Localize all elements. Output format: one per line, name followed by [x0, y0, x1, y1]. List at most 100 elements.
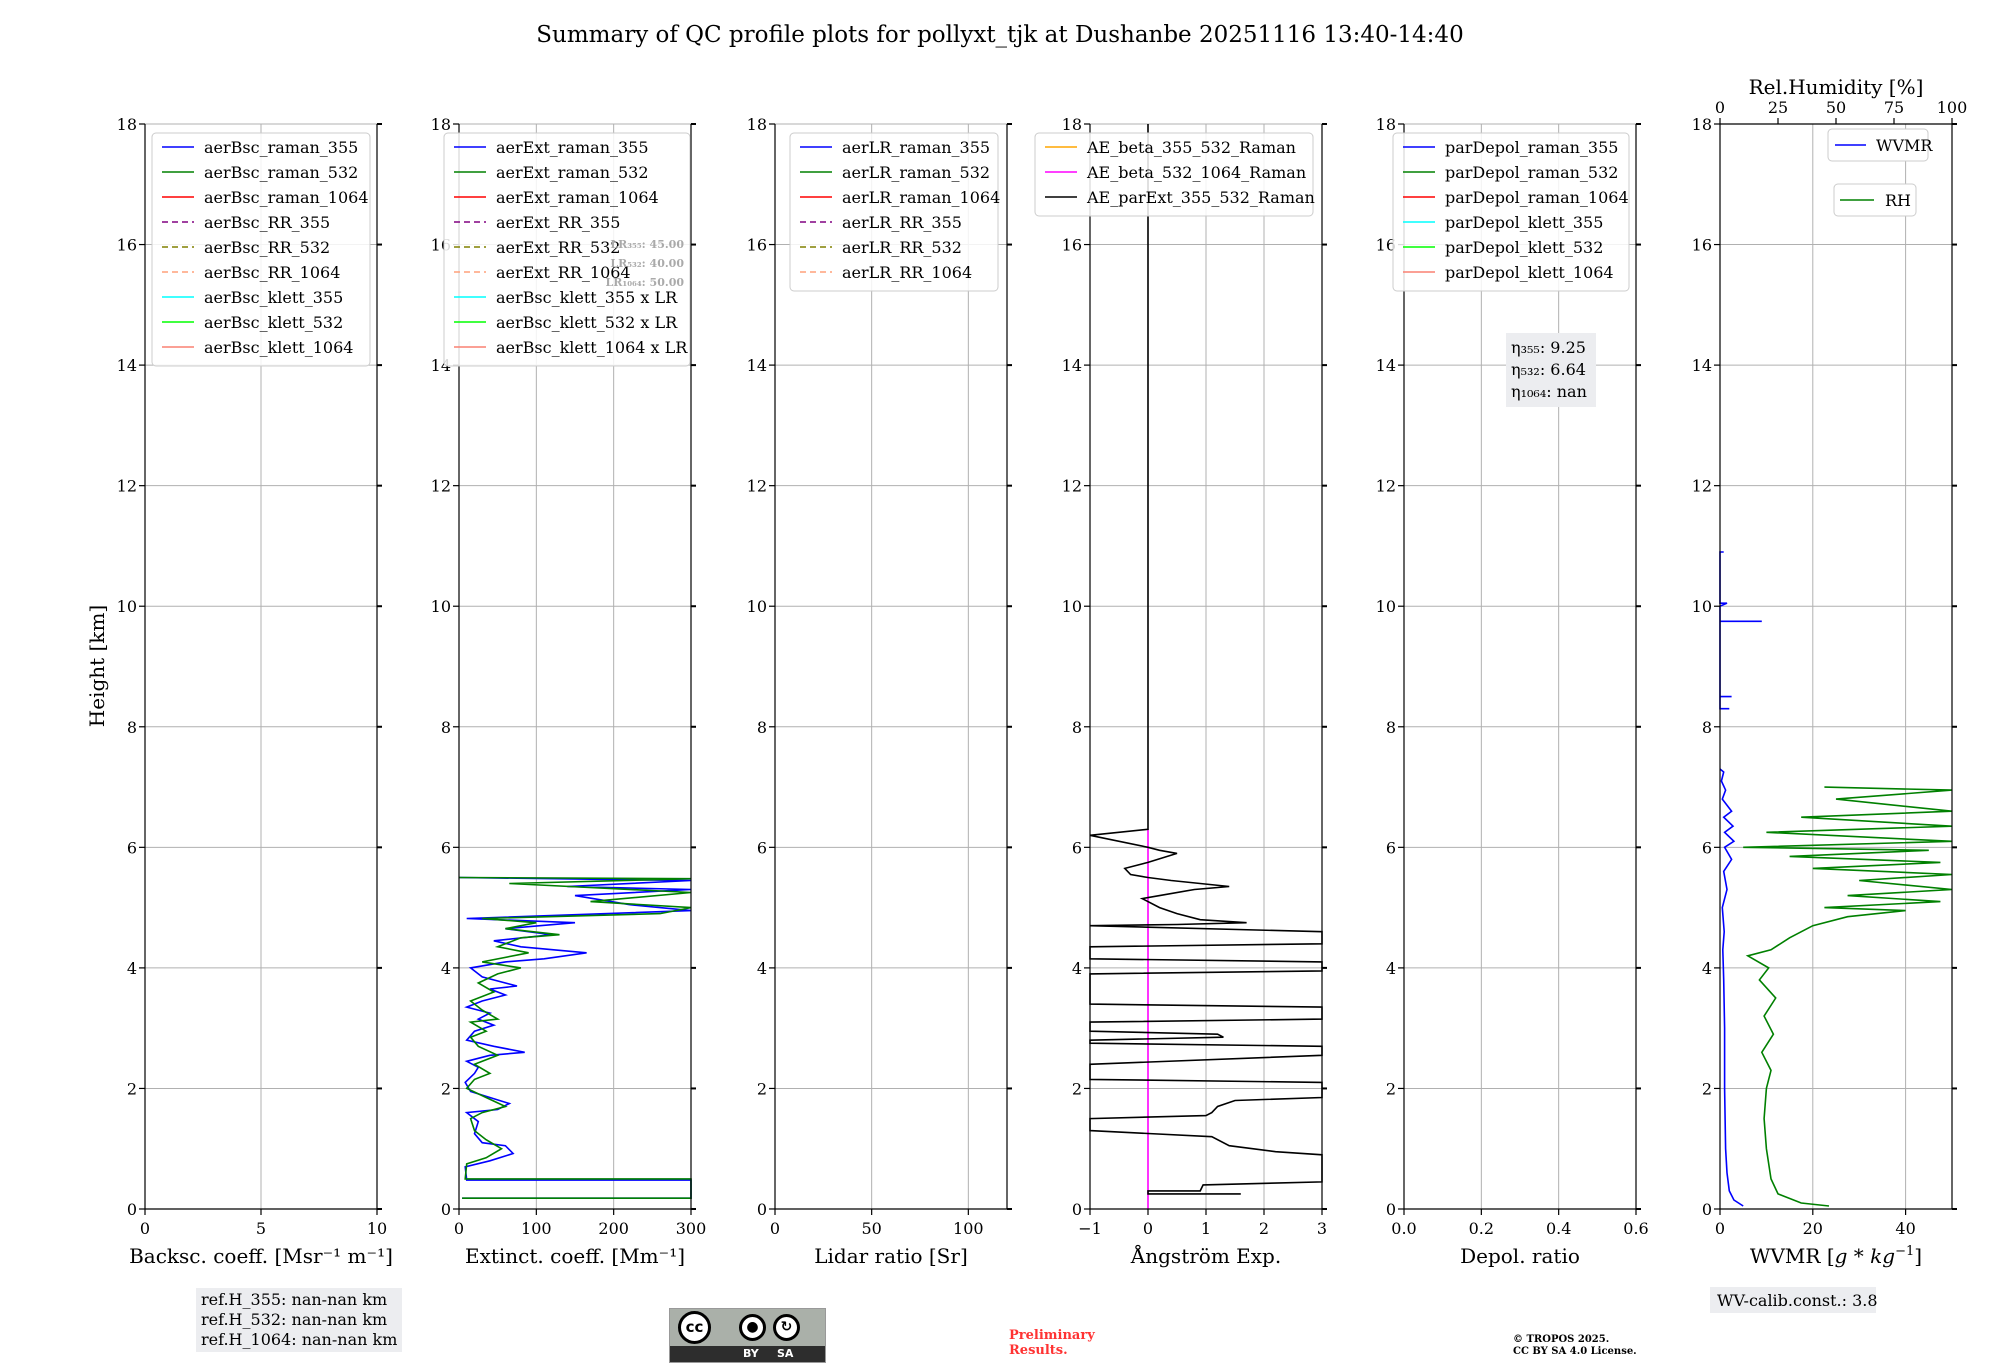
x-tick-label: 10: [367, 1219, 387, 1238]
y-tick-label: 10: [1062, 597, 1082, 616]
x-tick-label: 20: [1803, 1219, 1823, 1238]
y-tick-label: 18: [117, 115, 137, 134]
y-tick-label: 8: [1386, 718, 1396, 737]
legend-box-wvmr: [1827, 128, 1929, 162]
y-tick-label: 18: [1692, 115, 1712, 134]
y-tick-label: 14: [1692, 356, 1712, 375]
y-tick-label: 8: [1072, 718, 1082, 737]
y-tick-label: 12: [1376, 477, 1396, 496]
copyright-line-2: CC BY SA 4.0 License.: [1513, 1346, 1637, 1357]
y-tick-label: 2: [441, 1079, 451, 1098]
legend-box-rh: [1833, 183, 1917, 217]
preliminary-line-1: Preliminary: [1009, 1328, 1095, 1343]
y-tick-label: 10: [1376, 597, 1396, 616]
legend-label: aerExt_RR_532: [496, 238, 620, 257]
legend-label: aerBsc_raman_532: [204, 163, 358, 182]
cc-icon: cc: [678, 1311, 711, 1344]
legend-label: aerLR_RR_355: [842, 213, 962, 232]
y-tick-label: 4: [757, 959, 767, 978]
panel-depolarization: 0 2 4 6 8 10 12 14 16 18 0.0 0.2 0.4 0.6 Depol. ratio p…: [1376, 115, 1649, 1268]
panel-backscatter: 0 2 4 6 8 10 12 14 16 18 0 5 10 Backsc. coeff. [Msr⁻¹…: [117, 115, 393, 1268]
legend-label: aerExt_raman_1064: [496, 188, 659, 207]
y-tick-label: 4: [1072, 959, 1082, 978]
legend-label: aerLR_RR_532: [842, 238, 962, 257]
y-tick-label: 18: [1062, 115, 1082, 134]
x-tick-label: 2: [1259, 1219, 1269, 1238]
x-axis-label: WVMR [g * kg−1]: [1750, 1244, 1922, 1268]
legend-label: aerExt_raman_532: [496, 163, 649, 182]
y-tick-label: 16: [747, 236, 767, 255]
legend-label: AE_beta_532_1064_Raman: [1086, 163, 1306, 182]
y-tick-label: 6: [127, 838, 137, 857]
series-AE_parExt_355_532_Raman: [1089, 124, 1323, 1195]
legend-label: aerBsc_RR_1064: [204, 263, 340, 282]
series-WVMR: [1719, 768, 1744, 1207]
preliminary-note: Preliminary Results.: [1009, 1328, 1095, 1358]
lr-note: LR₅₃₂: 40.00: [610, 257, 684, 270]
legend-box: [1392, 132, 1630, 292]
x-axis-label: Depol. ratio: [1460, 1244, 1580, 1268]
x-tick-label: 50: [861, 1219, 881, 1238]
top-tick-label: 0: [1715, 98, 1725, 117]
y-tick-label: 6: [1386, 838, 1396, 857]
legend-label: aerLR_raman_532: [842, 163, 990, 182]
legend-box: [1034, 132, 1314, 217]
cc-by-label: BY: [743, 1347, 759, 1360]
y-tick-label: 10: [1692, 597, 1712, 616]
y-tick-label: 0: [1702, 1200, 1712, 1219]
y-tick-label: 2: [1386, 1079, 1396, 1098]
y-tick-label: 0: [1386, 1200, 1396, 1219]
y-tick-label: 8: [1702, 718, 1712, 737]
top-tick-label: 50: [1826, 98, 1846, 117]
y-tick-label: 8: [127, 718, 137, 737]
series-aerExt_raman_532: [458, 876, 692, 1199]
y-tick-label: 18: [747, 115, 767, 134]
legend-label: aerLR_raman_355: [842, 138, 990, 157]
legend-label: RH: [1885, 191, 1911, 210]
y-tick-label: 4: [1702, 959, 1712, 978]
y-tick-label: 2: [127, 1079, 137, 1098]
y-tick-label: 6: [1072, 838, 1082, 857]
eta-532: η₅₃₂: 6.64: [1511, 360, 1586, 379]
y-tick-label: 8: [757, 718, 767, 737]
calib-box: [1710, 1287, 1876, 1313]
x-tick-label: 0: [140, 1219, 150, 1238]
legend-label: aerBsc_klett_355: [204, 288, 343, 307]
x-axis-label: Ångström Exp.: [1130, 1243, 1281, 1268]
copyright-line-1: © TROPOS 2025.: [1513, 1334, 1610, 1345]
legend-label: AE_beta_355_532_Raman: [1086, 138, 1296, 157]
eta-1064: η₁₀₆₄: nan: [1511, 382, 1587, 401]
y-tick-label: 4: [1386, 959, 1396, 978]
y-tick-label: 16: [117, 236, 137, 255]
y-tick-label: 14: [747, 356, 767, 375]
by-person-icon: ●: [739, 1314, 766, 1341]
cc-license-badge: cc ● ↻ BY SA: [669, 1308, 826, 1363]
x-tick-label: 5: [256, 1219, 266, 1238]
y-tick-label: 12: [747, 477, 767, 496]
legend-label: aerExt_RR_1064: [496, 263, 631, 282]
top-tick-label: 75: [1884, 98, 1904, 117]
y-tick-label: 4: [127, 959, 137, 978]
y-tick-label: 2: [1072, 1079, 1082, 1098]
legend-label: aerBsc_klett_355 x LR: [496, 288, 678, 307]
legend-label: parDepol_raman_532: [1445, 163, 1618, 182]
y-tick-label: 16: [1692, 236, 1712, 255]
legend-label: WVMR: [1876, 136, 1933, 155]
y-tick-label: 6: [757, 838, 767, 857]
x-tick-label: 0.4: [1546, 1219, 1571, 1238]
share-alike-icon: ↻: [773, 1314, 800, 1341]
y-tick-label: 16: [1062, 236, 1082, 255]
x-axis-label: Backsc. coeff. [Msr⁻¹ m⁻¹]: [129, 1244, 393, 1268]
x-tick-label: 0: [1143, 1219, 1153, 1238]
legend-label: parDepol_klett_355: [1445, 213, 1603, 232]
y-tick-label: 0: [757, 1200, 767, 1219]
y-tick-label: 16: [1376, 236, 1396, 255]
y-tick-label: 0: [1072, 1200, 1082, 1219]
x-tick-label: 300: [676, 1219, 707, 1238]
legend-label: aerBsc_RR_532: [204, 238, 330, 257]
ref-height-355: ref.H_355: nan-nan km: [201, 1290, 388, 1309]
y-tick-label: 8: [441, 718, 451, 737]
legend-label: parDepol_klett_1064: [1445, 263, 1614, 282]
